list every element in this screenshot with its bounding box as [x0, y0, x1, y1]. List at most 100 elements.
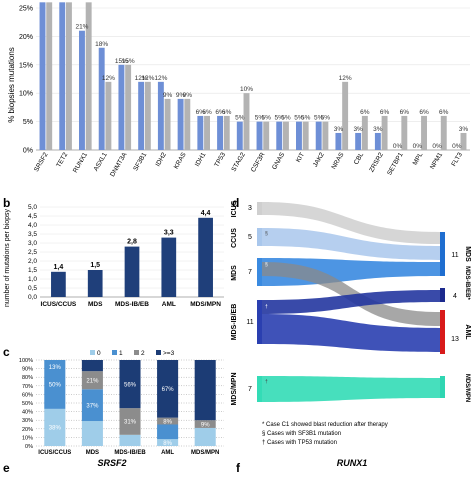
panel-c-stacked-bar-chart: 0 1 2 >=3 0% 10% 20% 30% 40% 50% 60% 70% 80% 90% 100%… [19, 350, 224, 456]
panel-b-cat-icus-ccus: ICUS/CCUS [41, 301, 77, 308]
panel-a-bar-asxl1-s1 [98, 47, 105, 151]
panel-a-cat-idh2: IDH2 [154, 151, 168, 168]
panel-b-ytick-label: 2,0 [28, 258, 37, 265]
panel-a-cat-gnas: GNAS [271, 151, 287, 171]
panel-b-label-icus-ccus: 1,4 [54, 264, 64, 271]
panel-a-label-cbl-s2: 6% [360, 109, 370, 116]
panel-a-label-csf3r-s2: 5% [262, 115, 272, 122]
node-left-mds [257, 258, 262, 286]
mark-ccus-sf3b1: § [265, 231, 268, 237]
mark-mds-sf3b1: § [265, 262, 268, 268]
panel-c-seg-mds-3 [81, 421, 103, 446]
panel-c-ytick-label: 50% [22, 401, 33, 407]
panel-a-label-mpl-s2: 6% [419, 109, 429, 116]
panel-a-label-tp53-s1: 6% [215, 109, 225, 116]
panel-a-cat-flt3: FLT3 [450, 151, 464, 168]
panel-c-ytick-label: 100% [19, 358, 33, 364]
footnote-3: † Cases with TP53 mutation [262, 440, 337, 446]
panel-a-label-gnas-s2: 5% [281, 115, 291, 122]
panel-a-bar-srsf2-s2 [46, 2, 53, 150]
panel-a-label-setbp1-s2: 6% [400, 109, 410, 116]
panel-c-seg-mds-mpn-0 [194, 360, 216, 421]
panel-c-seglabel-icus-ccus-3: 38% [49, 426, 62, 432]
panel-c-ytick-label: 80% [22, 375, 33, 381]
flow-icus-mds [262, 202, 440, 244]
panel-b-bar-mds-mpn [198, 217, 213, 297]
mark-mdsmpn-tp53: † [265, 379, 268, 385]
left-node-count-icus: 3 [248, 205, 252, 212]
panel-c-ytick-label: 90% [22, 367, 33, 373]
panel-a-cat-kit: KIT [295, 151, 306, 163]
panel-a-ytick-label: 5% [23, 119, 33, 126]
panel-c-letter: c [3, 345, 10, 359]
panel-a-label-setbp1-s1: 0% [393, 143, 403, 150]
panel-a-bar-nras-s1 [335, 132, 342, 150]
panel-a-bar-cbl-s2 [361, 115, 368, 150]
panel-d-sankey: ICUS 3 CCUS 5 MDS 7 MDS-IB/EB 11 MDS/MPN… [231, 200, 471, 446]
panel-a-label-tp53-s2: 6% [222, 109, 232, 116]
panel-a-cat-npm1: NPM1 [429, 151, 444, 170]
panel-a-bar-sf3b1-s2 [144, 81, 151, 150]
panel-a-bar-sf3b1-s1 [138, 81, 145, 150]
panel-b-ytick-label: 3,0 [28, 240, 37, 247]
panel-a-cat-mpl: MPL [412, 151, 425, 166]
panel-a-bar-mpl-s2 [421, 115, 427, 150]
panel-b-cat-mds-ib-eb: MDS-IB/EB [115, 301, 149, 308]
panel-c-cat-mds-mpn: MDS/MPN [191, 450, 219, 456]
panel-b-ytick-label: 2,5 [28, 249, 37, 256]
panel-a-bar-flt3-s2 [460, 132, 467, 150]
left-node-label-mds: MDS [231, 265, 238, 281]
panel-a-bar-idh1-s2 [204, 115, 210, 150]
panel-b-bar-chart: number of mutations per biopsy 0,0 0,5 1,0… [4, 204, 224, 308]
panel-c-legend-swatch-0 [90, 350, 95, 355]
panel-a-bar-npm1-s2 [440, 115, 447, 150]
right-node-label-mdsmpn: MDS/MPN [464, 374, 470, 402]
panel-a-label-kit-s2: 5% [301, 115, 311, 122]
panel-a-label-nras-s1: 3% [334, 126, 344, 133]
panel-b-ytick-label: 0,5 [28, 285, 37, 292]
panel-b-bar-mds [87, 270, 103, 297]
panel-c-segment-labels: 38% 50% 13% 37% 21% 31% 56% 8% 8% 67% 9% [49, 365, 210, 447]
panel-a-bar-zrsr2-s1 [374, 132, 381, 150]
right-node-count-aml: 13 [451, 336, 459, 343]
node-right-mdsmpn [440, 376, 445, 398]
panel-c-seg-aml-0 [157, 360, 179, 418]
panel-a-bar-dnmt3a-s2 [125, 64, 132, 150]
panel-a-bar-csf3r-s1 [256, 121, 263, 150]
panel-a-label-dnmt3a-s2: 15% [122, 58, 135, 65]
panel-a-cat-cbl: CBL [353, 151, 366, 166]
panel-a-cat-zrsr2: ZRSR2 [368, 151, 385, 173]
left-node-count-mds: 7 [248, 269, 252, 276]
flow-mds-aml [262, 262, 440, 326]
panel-c-bars [44, 360, 216, 446]
node-left-icus [257, 202, 262, 215]
node-left-mdsmpn [257, 376, 262, 402]
panel-a-ylabel: % biopsies mutations [7, 47, 16, 123]
left-node-count-ccus: 5 [248, 234, 252, 241]
panel-a-bar-gnas-s1 [276, 121, 283, 150]
panel-a-label-zrsr2-s1: 3% [373, 126, 383, 133]
panel-c-legend-swatch-3 [156, 350, 161, 355]
panel-c-seg-icus-ccus-2 [44, 360, 66, 409]
panel-a-bar-chart: % biopsies mutations 0% 5% 10% 15% 20% 25% 21… [7, 2, 470, 178]
panel-c-seg-aml-2 [157, 424, 179, 440]
right-node-label-ib: MDS-IB/EB* [464, 266, 470, 300]
panel-a-bar-jak2-s1 [315, 121, 322, 150]
panel-c-seg-aml-1 [157, 417, 179, 425]
panel-b-cat-mds-mpn: MDS/MPN [190, 301, 221, 308]
node-right-mds [440, 232, 445, 276]
panel-c-toplabel-icus-ccus: 13% [49, 365, 62, 371]
panel-b-label-aml: 3,3 [164, 230, 174, 237]
panel-a-label-runx1-s1: 21% [75, 24, 88, 31]
panel-b-bar-mds-ib-eb [124, 246, 140, 297]
panel-c-legend-label-1: 1 [119, 350, 123, 357]
panel-c-ytick-label: 70% [22, 384, 33, 390]
flow-mdsmpn-mdsmpn [262, 376, 440, 402]
panel-a-label-idh1-s2: 6% [202, 109, 212, 116]
panel-c-legend-label-0: 0 [97, 350, 101, 357]
panel-a-label-jak2-s1: 5% [314, 115, 324, 122]
panel-b-bar-icus-ccus [51, 271, 66, 297]
right-node-label-mds: MDS [464, 246, 471, 262]
panel-c-seg-mds-ib-eb-1 [119, 408, 141, 435]
